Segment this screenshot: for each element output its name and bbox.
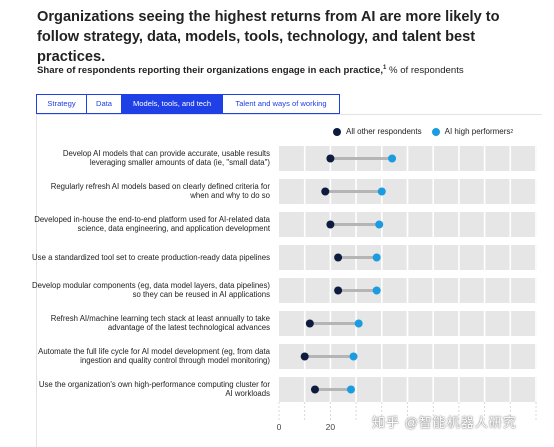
tab-strategy[interactable]: Strategy [36, 94, 87, 114]
point-high-performer [372, 286, 381, 295]
point-all-other [326, 154, 335, 163]
point-all-other [326, 220, 335, 229]
legend-item-high: AI high performers 2 [431, 127, 513, 136]
point-all-other [310, 385, 319, 394]
point-all-other [334, 286, 343, 295]
legend-label-high: AI high performers [444, 127, 511, 136]
category-tabs: Strategy Data Models, tools, and tech Ta… [36, 94, 340, 114]
x-tick-label: 0 [277, 422, 282, 432]
legend-dot-high [431, 127, 440, 136]
point-high-performer [375, 220, 384, 229]
chart-legend: All other respondents AI high performers… [333, 127, 523, 136]
row-label: Developed in-house the end-to-end platfo… [34, 215, 270, 234]
row-label: Develop AI models that can provide accur… [62, 149, 270, 168]
legend-label-all: All other respondents [346, 127, 422, 136]
point-high-performer [388, 154, 397, 163]
tab-talent-ways-of-working[interactable]: Talent and ways of working [222, 94, 340, 114]
row-label: Use a standardized tool set to create pr… [32, 253, 270, 262]
chart-subtitle: Share of respondents reporting their org… [37, 64, 547, 78]
tab-data[interactable]: Data [86, 94, 122, 114]
point-all-other [321, 187, 330, 196]
watermark-text: 知乎 @智能机器人研究 [372, 415, 517, 430]
x-tick-label: 20 [326, 422, 336, 432]
point-all-other [334, 253, 343, 262]
legend-dot-all [333, 127, 341, 136]
point-high-performer [346, 385, 355, 394]
point-high-performer [377, 187, 386, 196]
point-high-performer [349, 352, 358, 361]
row-label: Regularly refresh AI models based on cle… [50, 182, 270, 201]
point-all-other [305, 319, 314, 328]
chart-title: Organizations seeing the highest returns… [37, 9, 500, 65]
legend-item-all: All other respondents [333, 127, 422, 136]
point-all-other [300, 352, 309, 361]
subtitle-unit: % of respondents [386, 65, 464, 76]
row-label: Refresh AI/machine learning tech stack a… [50, 314, 270, 333]
point-high-performer [372, 253, 381, 262]
subtitle-footnote: 1 [382, 64, 387, 71]
subtitle-main: Share of respondents reporting their org… [37, 65, 383, 76]
chart-panel [36, 114, 542, 447]
point-high-performer [354, 319, 363, 328]
row-label: Develop modular components (eg, data mod… [32, 281, 270, 300]
row-label: Automate the full life cycle for AI mode… [38, 347, 270, 366]
row-label: Use the organization's own high-performa… [38, 380, 270, 399]
